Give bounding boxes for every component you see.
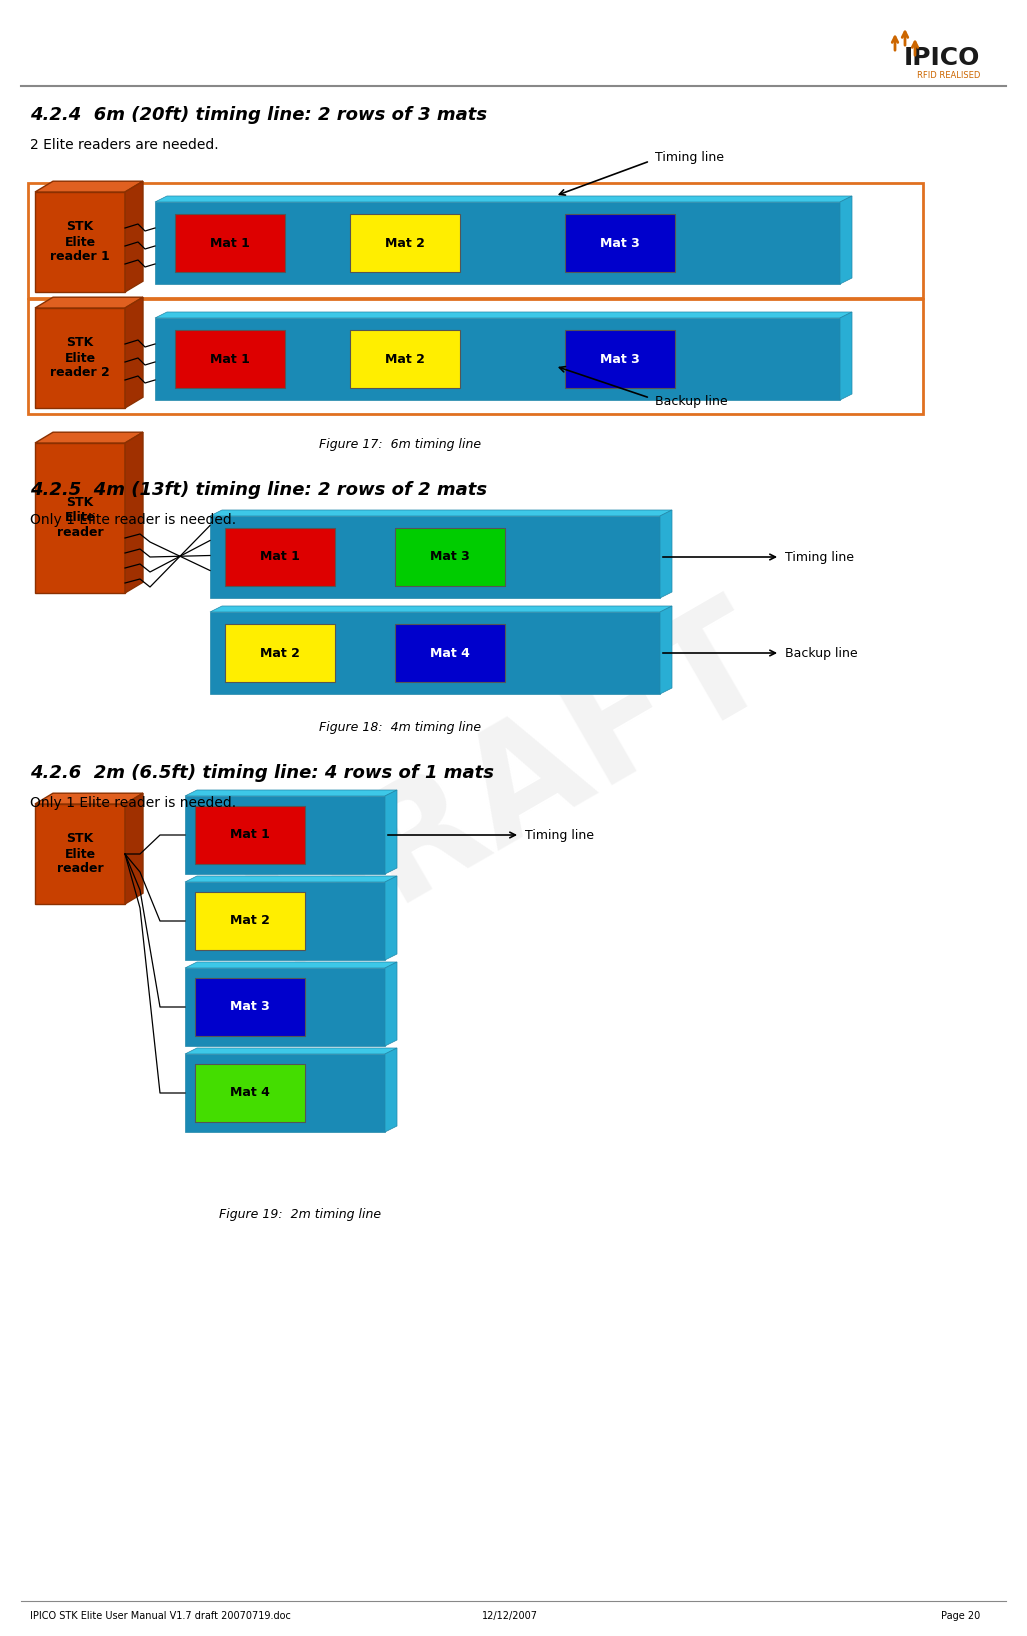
FancyBboxPatch shape [35,803,125,905]
Polygon shape [210,510,672,515]
Polygon shape [385,790,397,874]
Text: Timing line: Timing line [525,828,594,841]
Text: STK
Elite
reader: STK Elite reader [56,833,104,875]
Polygon shape [185,875,397,882]
FancyBboxPatch shape [155,201,840,285]
Polygon shape [840,312,852,399]
FancyBboxPatch shape [35,443,125,592]
FancyBboxPatch shape [395,528,505,586]
Text: Figure 19:  2m timing line: Figure 19: 2m timing line [219,1207,381,1220]
Polygon shape [185,790,397,797]
Polygon shape [125,182,143,291]
Text: Mat 2: Mat 2 [385,237,425,250]
Text: Mat 4: Mat 4 [230,1086,270,1099]
Text: Only 1 Elite reader is needed.: Only 1 Elite reader is needed. [30,797,236,810]
Text: IPICO STK Elite User Manual V1.7 draft 20070719.doc: IPICO STK Elite User Manual V1.7 draft 2… [30,1611,291,1621]
Polygon shape [35,793,143,803]
Text: Mat 1: Mat 1 [260,550,300,563]
FancyBboxPatch shape [350,330,460,388]
Text: Mat 1: Mat 1 [211,237,250,250]
Text: 4.2.4  6m (20ft) timing line: 2 rows of 3 mats: 4.2.4 6m (20ft) timing line: 2 rows of 3… [30,106,487,124]
FancyBboxPatch shape [225,623,335,682]
Text: Backup line: Backup line [655,394,727,407]
Text: Mat 1: Mat 1 [211,352,250,365]
FancyBboxPatch shape [350,214,460,272]
Text: Mat 3: Mat 3 [230,1001,270,1013]
FancyBboxPatch shape [155,317,840,399]
Polygon shape [185,1049,397,1054]
FancyBboxPatch shape [28,183,923,298]
Polygon shape [660,605,672,694]
Text: 4.2.5  4m (13ft) timing line: 2 rows of 2 mats: 4.2.5 4m (13ft) timing line: 2 rows of 2… [30,481,487,499]
FancyBboxPatch shape [565,330,675,388]
FancyBboxPatch shape [35,308,125,407]
Polygon shape [35,298,143,308]
Text: Mat 3: Mat 3 [600,352,640,365]
Polygon shape [385,1049,397,1132]
FancyBboxPatch shape [28,299,923,414]
FancyBboxPatch shape [35,191,125,291]
FancyBboxPatch shape [195,1063,305,1122]
Text: Timing line: Timing line [785,550,854,563]
FancyBboxPatch shape [395,623,505,682]
Text: DRAFT: DRAFT [225,579,795,993]
Text: Only 1 Elite reader is needed.: Only 1 Elite reader is needed. [30,514,236,527]
Polygon shape [155,312,852,317]
Polygon shape [125,298,143,407]
FancyBboxPatch shape [195,978,305,1036]
FancyBboxPatch shape [185,882,385,960]
Text: Mat 2: Mat 2 [260,646,300,659]
FancyBboxPatch shape [210,612,660,694]
Text: Mat 3: Mat 3 [430,550,470,563]
Text: 2 Elite readers are needed.: 2 Elite readers are needed. [30,137,219,152]
Polygon shape [35,432,143,443]
Text: Mat 2: Mat 2 [385,352,425,365]
Polygon shape [125,432,143,592]
Polygon shape [385,875,397,960]
FancyBboxPatch shape [175,214,286,272]
FancyBboxPatch shape [185,969,385,1045]
FancyBboxPatch shape [565,214,675,272]
Text: Mat 3: Mat 3 [600,237,640,250]
Text: Mat 2: Mat 2 [230,915,270,928]
Polygon shape [385,962,397,1045]
Text: Mat 4: Mat 4 [430,646,470,659]
Polygon shape [185,962,397,969]
Polygon shape [840,196,852,285]
Text: STK
Elite
reader 1: STK Elite reader 1 [50,221,110,263]
FancyBboxPatch shape [210,515,660,599]
FancyBboxPatch shape [185,1054,385,1132]
Text: Mat 1: Mat 1 [230,828,270,841]
FancyBboxPatch shape [195,807,305,864]
Polygon shape [210,605,672,612]
Text: STK
Elite
reader 2: STK Elite reader 2 [50,337,110,380]
Text: 12/12/2007: 12/12/2007 [482,1611,538,1621]
Text: IPICO: IPICO [904,46,980,70]
Text: Figure 18:  4m timing line: Figure 18: 4m timing line [319,721,481,735]
Text: STK
Elite
reader: STK Elite reader [56,496,104,540]
Text: Figure 17:  6m timing line: Figure 17: 6m timing line [319,438,481,452]
Polygon shape [125,793,143,905]
Polygon shape [155,196,852,201]
FancyBboxPatch shape [195,892,305,951]
Text: RFID REALISED: RFID REALISED [917,70,980,80]
FancyBboxPatch shape [225,528,335,586]
FancyBboxPatch shape [185,797,385,874]
Text: Page 20: Page 20 [941,1611,980,1621]
Text: 4.2.6  2m (6.5ft) timing line: 4 rows of 1 mats: 4.2.6 2m (6.5ft) timing line: 4 rows of … [30,764,494,782]
FancyBboxPatch shape [175,330,286,388]
Polygon shape [660,510,672,599]
Text: Backup line: Backup line [785,646,858,659]
Polygon shape [35,182,143,191]
Text: Timing line: Timing line [655,152,724,165]
